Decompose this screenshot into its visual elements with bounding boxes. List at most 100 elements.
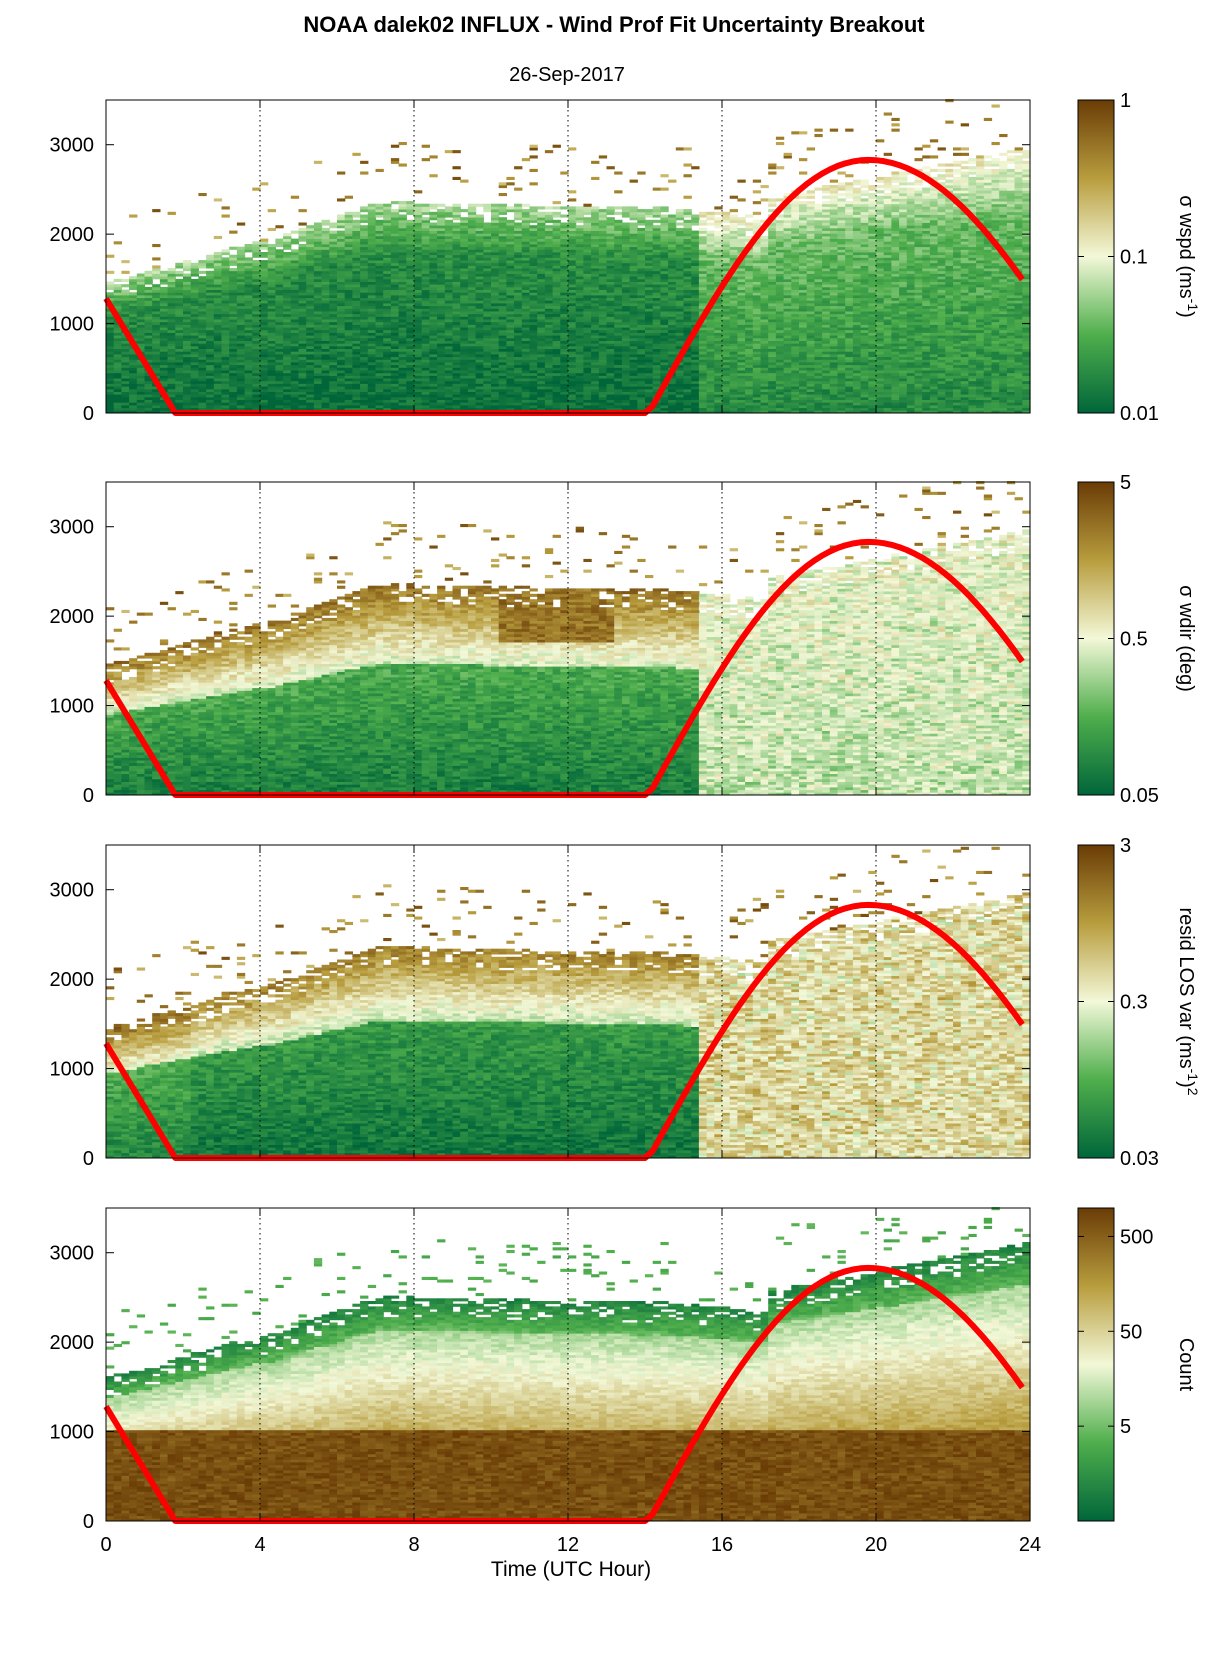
- heatmap-cell: [252, 378, 260, 381]
- heatmap-cell: [306, 236, 314, 239]
- heatmap-cell: [299, 319, 307, 322]
- heatmap-cell: [591, 354, 599, 357]
- heatmap-cell: [514, 370, 522, 373]
- heatmap-cell: [599, 244, 607, 247]
- heatmap-cell: [637, 386, 645, 389]
- heatmap-cell: [491, 357, 499, 360]
- heatmap-cell: [583, 276, 591, 279]
- heatmap-cell: [637, 341, 645, 344]
- heatmap-cell: [352, 394, 360, 397]
- heatmap-cell: [445, 384, 453, 387]
- heatmap-cell: [453, 351, 461, 354]
- heatmap-cell: [568, 381, 576, 384]
- heatmap-cell: [622, 290, 630, 293]
- heatmap-cell: [483, 306, 491, 309]
- heatmap-cell: [568, 322, 576, 325]
- heatmap-cell: [175, 279, 183, 282]
- heatmap-cell: [445, 247, 453, 250]
- heatmap-cell: [583, 341, 591, 344]
- heatmap-cell: [376, 373, 384, 376]
- heatmap-cell: [545, 217, 553, 220]
- heatmap-cell: [429, 346, 437, 349]
- heatmap-cell: [453, 300, 461, 303]
- heatmap-cell: [129, 362, 137, 365]
- heatmap-cell: [337, 241, 345, 244]
- heatmap-cell: [391, 257, 399, 260]
- heatmap-cell: [383, 308, 391, 311]
- heatmap-cell: [483, 209, 491, 212]
- heatmap-cell: [275, 367, 283, 370]
- heatmap-cell: [237, 397, 245, 400]
- heatmap-cell: [399, 357, 407, 360]
- heatmap-cell: [453, 206, 461, 209]
- heatmap-cell: [506, 381, 514, 384]
- heatmap-cell: [314, 274, 322, 277]
- heatmap-cell: [545, 319, 553, 322]
- heatmap-cell: [314, 228, 322, 231]
- heatmap-cell: [275, 249, 283, 252]
- heatmap-cell: [399, 333, 407, 336]
- heatmap-cell: [376, 322, 384, 325]
- heatmap-cell: [198, 397, 206, 400]
- heatmap-cell: [568, 247, 576, 250]
- heatmap-cell: [483, 284, 491, 287]
- heatmap-cell: [414, 287, 422, 290]
- heatmap-cell: [391, 341, 399, 344]
- heatmap-cell: [368, 405, 376, 408]
- heatmap-cell: [214, 351, 222, 354]
- heatmap-cell: [506, 209, 514, 212]
- heatmap-cell: [607, 335, 615, 338]
- heatmap-cell: [352, 215, 360, 218]
- heatmap-cell: [630, 215, 638, 218]
- heatmap-cell: [576, 271, 584, 274]
- heatmap-cell: [360, 257, 368, 260]
- heatmap-cell: [299, 367, 307, 370]
- heatmap-cell: [537, 378, 545, 381]
- heatmap-cell: [476, 263, 484, 266]
- heatmap-cell: [376, 306, 384, 309]
- heatmap-cell: [299, 335, 307, 338]
- heatmap-cell: [391, 255, 399, 258]
- heatmap-cell: [530, 147, 538, 150]
- heatmap-cell: [453, 367, 461, 370]
- heatmap-cell: [645, 209, 653, 212]
- heatmap-cell: [583, 274, 591, 277]
- heatmap-cell: [429, 325, 437, 328]
- heatmap-cell: [368, 271, 376, 274]
- heatmap-cell: [622, 367, 630, 370]
- heatmap-cell: [306, 389, 314, 392]
- heatmap-cell: [206, 306, 214, 309]
- heatmap-cell: [168, 325, 176, 328]
- heatmap-cell: [229, 268, 237, 271]
- heatmap-cell: [376, 220, 384, 223]
- heatmap-cell: [568, 394, 576, 397]
- heatmap-cell: [399, 223, 407, 226]
- heatmap-cell: [252, 188, 260, 191]
- heatmap-cell: [476, 257, 484, 260]
- heatmap-cell: [306, 239, 314, 242]
- heatmap-cell: [499, 311, 507, 314]
- heatmap-cell: [183, 276, 191, 279]
- heatmap-cell: [368, 279, 376, 282]
- heatmap-cell: [514, 276, 522, 279]
- heatmap-cell: [352, 268, 360, 271]
- heatmap-cell: [191, 263, 199, 266]
- heatmap-cell: [483, 228, 491, 231]
- heatmap-cell: [553, 381, 561, 384]
- heatmap-cell: [229, 303, 237, 306]
- heatmap-cell: [491, 231, 499, 234]
- heatmap-cell: [152, 367, 160, 370]
- heatmap-cell: [314, 397, 322, 400]
- heatmap-cell: [637, 300, 645, 303]
- heatmap-cell: [453, 223, 461, 226]
- heatmap-cell: [145, 389, 153, 392]
- heatmap-cell: [129, 405, 137, 408]
- heatmap-cell: [560, 206, 568, 209]
- heatmap-cell: [637, 349, 645, 352]
- heatmap-cell: [329, 373, 337, 376]
- heatmap-cell: [553, 397, 561, 400]
- heatmap-cell: [352, 300, 360, 303]
- heatmap-cell: [614, 295, 622, 298]
- heatmap-cell: [422, 209, 430, 212]
- heatmap-cell: [429, 244, 437, 247]
